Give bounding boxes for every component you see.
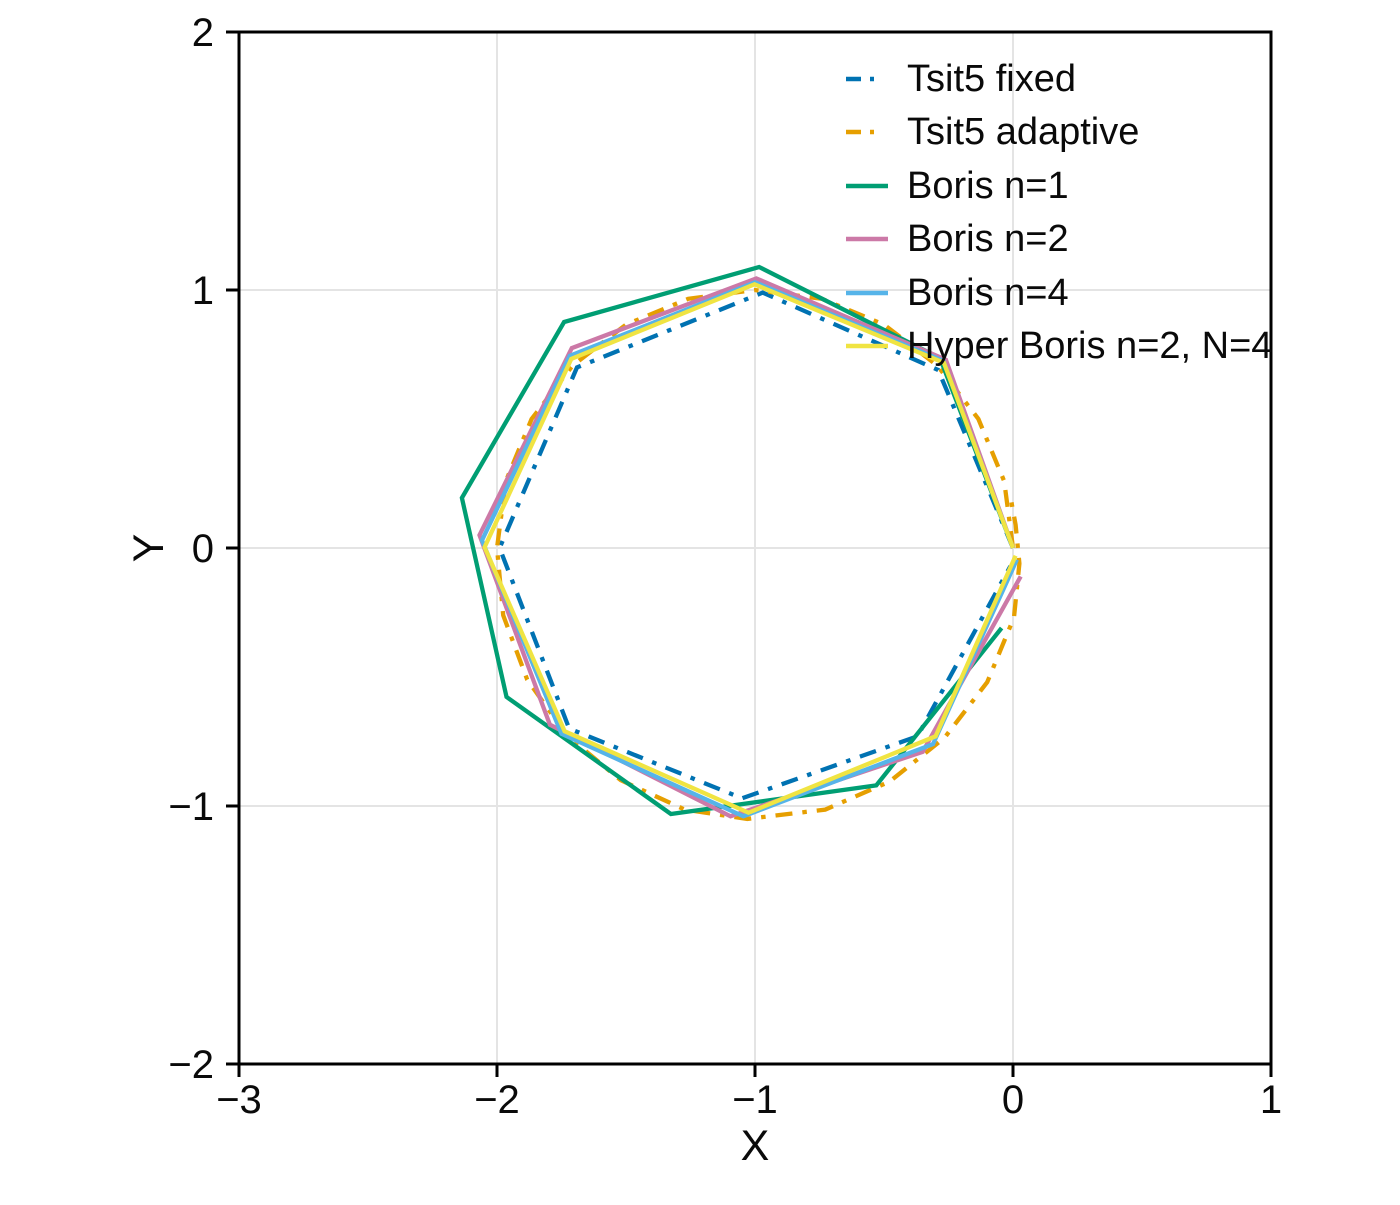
x-tick-label: 0 [1002, 1078, 1024, 1122]
x-tick-label: −1 [732, 1078, 778, 1122]
y-tick-label: −2 [168, 1043, 214, 1087]
y-tick-label: 0 [192, 527, 214, 571]
x-tick-label: −2 [474, 1078, 520, 1122]
x-tick-label: 1 [1260, 1078, 1282, 1122]
y-axis-label: Y [125, 534, 173, 563]
y-tick-label: 2 [192, 11, 214, 55]
x-axis-label: X [741, 1122, 770, 1170]
series-path-tsit5-adaptive [494, 287, 1022, 822]
y-tick-label: 1 [192, 269, 214, 313]
series-path-boris-n1 [459, 264, 1016, 817]
series-path-tsit5-fixed [497, 290, 1015, 801]
x-tick-label: −3 [216, 1078, 262, 1122]
series-path-hyper-boris [482, 281, 1018, 816]
y-tick-label: −1 [168, 785, 214, 829]
